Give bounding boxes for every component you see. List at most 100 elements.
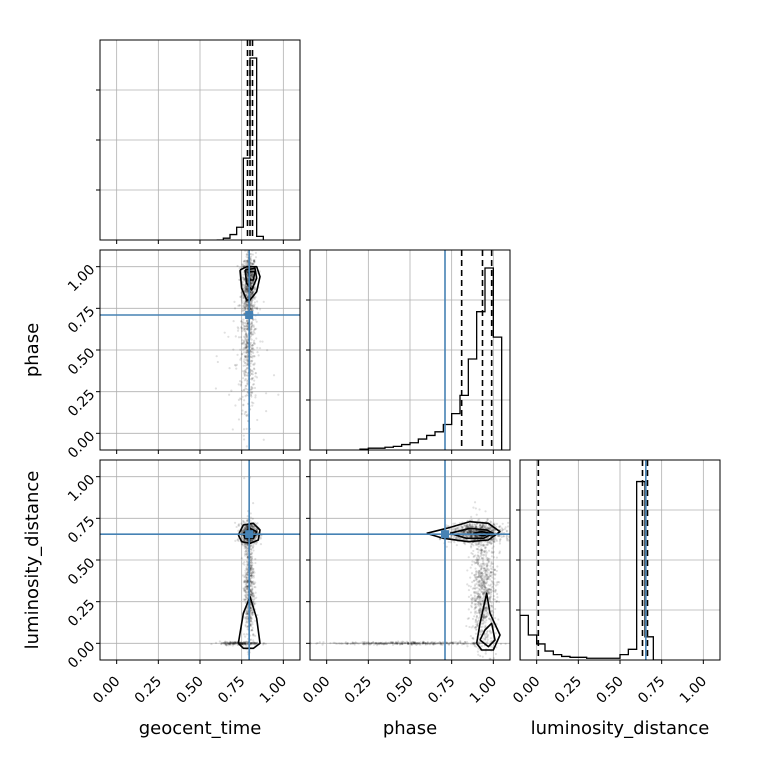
sample-point (245, 255, 247, 257)
sample-point (487, 558, 489, 560)
sample-point (477, 651, 479, 653)
sample-point (242, 562, 244, 564)
sample-point (470, 585, 472, 587)
sample-point (473, 580, 475, 582)
sample-point (486, 581, 488, 583)
sample-point (243, 325, 245, 327)
sample-point (246, 288, 248, 290)
histogram-step (360, 268, 502, 450)
sample-point (322, 641, 324, 643)
sample-point (242, 281, 244, 283)
sample-point (483, 620, 485, 622)
sample-point (252, 253, 254, 255)
sample-point (468, 608, 470, 610)
sample-point (475, 623, 477, 625)
sample-point (487, 578, 489, 580)
sample-point (244, 624, 246, 626)
sample-point (241, 642, 243, 644)
sample-point (481, 666, 483, 668)
sample-point (473, 555, 475, 557)
sample-point (512, 536, 514, 538)
sample-point (239, 397, 241, 399)
sample-point (246, 341, 248, 343)
sample-point (491, 547, 493, 549)
sample-point (466, 569, 468, 571)
sample-point (370, 643, 372, 645)
sample-point (474, 562, 476, 564)
sample-point (252, 518, 254, 520)
sample-point (462, 526, 464, 528)
sample-point (489, 589, 491, 591)
sample-point (245, 352, 247, 354)
sample-point (497, 581, 499, 583)
sample-point (481, 645, 483, 647)
sample-point (246, 354, 248, 356)
sample-point (490, 637, 492, 639)
sample-point (246, 323, 248, 325)
sample-point (246, 306, 248, 308)
sample-point (430, 642, 432, 644)
sample-point (357, 642, 359, 644)
sample-point (489, 601, 491, 603)
sample-point (490, 567, 492, 569)
sample-point (217, 361, 219, 363)
sample-point (232, 237, 234, 239)
sample-point (241, 409, 243, 411)
sample-point (254, 562, 256, 564)
sample-point (242, 324, 244, 326)
sample-point (493, 587, 495, 589)
sample-point (491, 555, 493, 557)
sample-point (244, 581, 246, 583)
sample-point (484, 547, 486, 549)
sample-point (493, 578, 495, 580)
sample-point (239, 304, 241, 306)
sample-point (245, 539, 247, 541)
sample-point (474, 501, 476, 503)
sample-point (240, 320, 242, 322)
y-tick-label: 0.75 (65, 513, 98, 546)
sample-point (256, 376, 258, 378)
sample-point (482, 560, 484, 562)
sample-point (475, 598, 477, 600)
sample-point (232, 348, 234, 350)
sample-point (483, 554, 485, 556)
sample-point (243, 521, 245, 523)
sample-point (250, 332, 252, 334)
sample-point (480, 605, 482, 607)
sample-point (255, 537, 257, 539)
sample-point (243, 360, 245, 362)
sample-point (507, 525, 509, 527)
sample-point (507, 522, 509, 524)
sample-point (241, 339, 243, 341)
sample-point (482, 579, 484, 581)
sample-point (251, 556, 253, 558)
sample-point (250, 675, 252, 677)
sample-point (240, 522, 242, 524)
sample-point (482, 656, 484, 658)
sample-point (489, 631, 491, 633)
sample-point (254, 328, 256, 330)
sample-point (257, 312, 259, 314)
sample-point (216, 355, 218, 357)
sample-point (479, 655, 481, 657)
sample-point (487, 639, 489, 641)
sample-point (470, 552, 472, 554)
sample-point (475, 607, 477, 609)
sample-point (234, 404, 236, 406)
sample-point (488, 573, 490, 575)
sample-point (251, 350, 253, 352)
sample-point (499, 538, 501, 540)
sample-point (469, 523, 471, 525)
sample-point (254, 660, 256, 662)
sample-point (232, 644, 234, 646)
sample-point (243, 260, 245, 262)
sample-point (349, 643, 351, 645)
sample-point (474, 603, 476, 605)
sample-point (451, 528, 453, 530)
sample-point (245, 553, 247, 555)
sample-point (488, 598, 490, 600)
sample-point (465, 625, 467, 627)
sample-point (479, 664, 481, 666)
sample-point (250, 574, 252, 576)
sample-point (251, 275, 253, 277)
